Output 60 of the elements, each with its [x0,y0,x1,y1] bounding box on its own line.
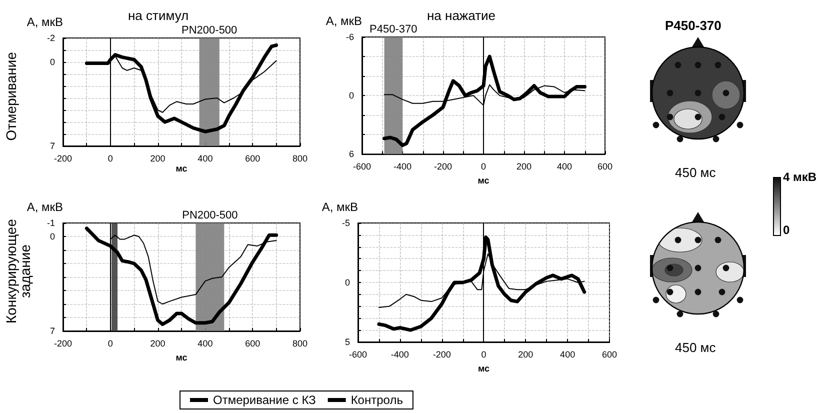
text: P450-370 [665,18,722,33]
x-axis-title: мс [176,352,188,362]
text: 4 мкВ [783,170,817,184]
x-tick-label: -200 [54,338,72,348]
text: 450 мс [675,340,716,355]
band-label: P450-370 [370,24,418,36]
legend-label: Отмеривание с КЗ [213,393,316,407]
x-tick-label: 200 [150,338,166,348]
text: Конкурирующее задание [3,218,33,324]
y-tick-label: -1 [46,218,55,228]
y-axis-title: А, мкВ [322,200,358,214]
x-tick-label: -600 [352,162,372,172]
x-tick-label: 0 [108,154,113,164]
y-tick-label: 7 [50,326,55,336]
legend-label: Контроль [350,393,403,407]
x-tick-label: 200 [516,162,532,172]
x-tick-label: 200 [518,350,534,360]
y-tick-label: 7 [50,141,55,151]
x-tick-label: 400 [198,154,213,164]
x-tick-label: 0 [481,350,486,360]
x-tick-label: -400 [390,350,409,360]
band-label: PN200-500 [182,210,238,222]
x-tick-label: 0 [480,162,486,172]
x-axis-title: мс [478,363,490,374]
x-tick-label: 400 [556,162,572,172]
text: 0 [783,223,790,237]
x-tick-label: 0 [108,338,113,348]
y-tick-label: -5 [342,218,350,228]
text: Отмеривание [3,52,19,141]
x-tick-label: 600 [597,162,613,172]
y-tick-label: 0 [344,278,350,288]
x-tick-label: -600 [348,350,368,360]
y-axis-title: А, мкВ [26,200,63,214]
band-label: PN200-500 [182,24,238,36]
x-axis-title: мс [478,176,490,186]
x-tick-label: -200 [54,154,72,164]
x-tick-label: 800 [292,338,308,348]
y-axis-title: А, мкВ [26,15,63,29]
x-tick-label: 800 [292,154,308,164]
chart-title: на стимул [128,8,189,23]
y-tick-label: 0 [348,90,354,101]
y-tick-label: 0 [50,57,55,67]
x-tick-label: -400 [393,162,412,172]
x-tick-label: 200 [150,154,166,164]
x-tick-label: 600 [245,338,260,348]
text: 450 мс [675,165,716,180]
y-tick-label: -6 [346,32,354,42]
y-tick-label: 5 [344,337,350,347]
x-tick-label: -200 [432,350,451,360]
x-tick-label: 400 [560,350,576,360]
x-axis-title: мс [176,164,188,174]
y-tick-label: 0 [50,232,55,242]
x-tick-label: 600 [602,350,618,360]
y-tick-label: -2 [46,33,55,43]
x-tick-label: -200 [434,162,452,172]
chart-title: на нажатие [427,8,496,23]
y-tick-label: 6 [348,149,354,160]
y-axis-title: А, мкВ [326,14,362,28]
x-tick-label: 400 [198,338,213,348]
x-tick-label: 600 [245,154,260,164]
